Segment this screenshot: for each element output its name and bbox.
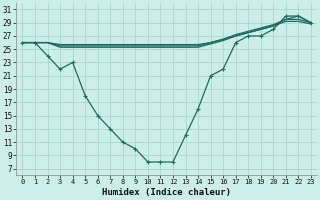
X-axis label: Humidex (Indice chaleur): Humidex (Indice chaleur)	[102, 188, 231, 197]
